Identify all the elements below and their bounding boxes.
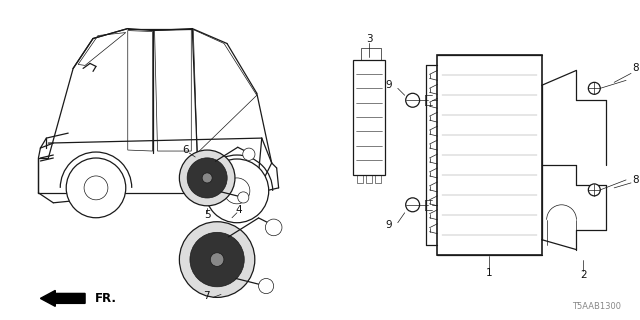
Bar <box>353 60 385 175</box>
Circle shape <box>187 158 227 198</box>
Text: 4: 4 <box>236 205 243 215</box>
Text: T5AAB1300: T5AAB1300 <box>572 302 621 311</box>
Bar <box>438 55 541 255</box>
Circle shape <box>237 192 249 203</box>
Text: 3: 3 <box>365 34 372 44</box>
Bar <box>361 49 381 60</box>
Circle shape <box>406 198 420 212</box>
Text: 9: 9 <box>385 220 392 230</box>
Text: 8: 8 <box>633 63 639 73</box>
Text: FR.: FR. <box>95 292 117 305</box>
Circle shape <box>205 159 269 223</box>
Bar <box>366 175 372 183</box>
Text: 6: 6 <box>182 145 189 155</box>
Text: 9: 9 <box>385 80 392 90</box>
Circle shape <box>179 150 235 206</box>
Text: 2: 2 <box>580 269 587 279</box>
Circle shape <box>190 232 244 287</box>
Circle shape <box>266 219 282 236</box>
FancyArrow shape <box>40 291 85 306</box>
Circle shape <box>588 82 600 94</box>
Text: 1: 1 <box>486 268 492 277</box>
Bar <box>375 175 381 183</box>
Circle shape <box>259 278 274 294</box>
Text: 8: 8 <box>633 175 639 185</box>
Bar <box>357 175 363 183</box>
Text: 7: 7 <box>203 292 209 301</box>
Circle shape <box>243 148 255 160</box>
Circle shape <box>202 173 212 183</box>
Text: 5: 5 <box>204 210 211 220</box>
Circle shape <box>406 93 420 107</box>
Circle shape <box>179 222 255 297</box>
Circle shape <box>588 184 600 196</box>
Circle shape <box>66 158 126 218</box>
Circle shape <box>211 253 224 266</box>
